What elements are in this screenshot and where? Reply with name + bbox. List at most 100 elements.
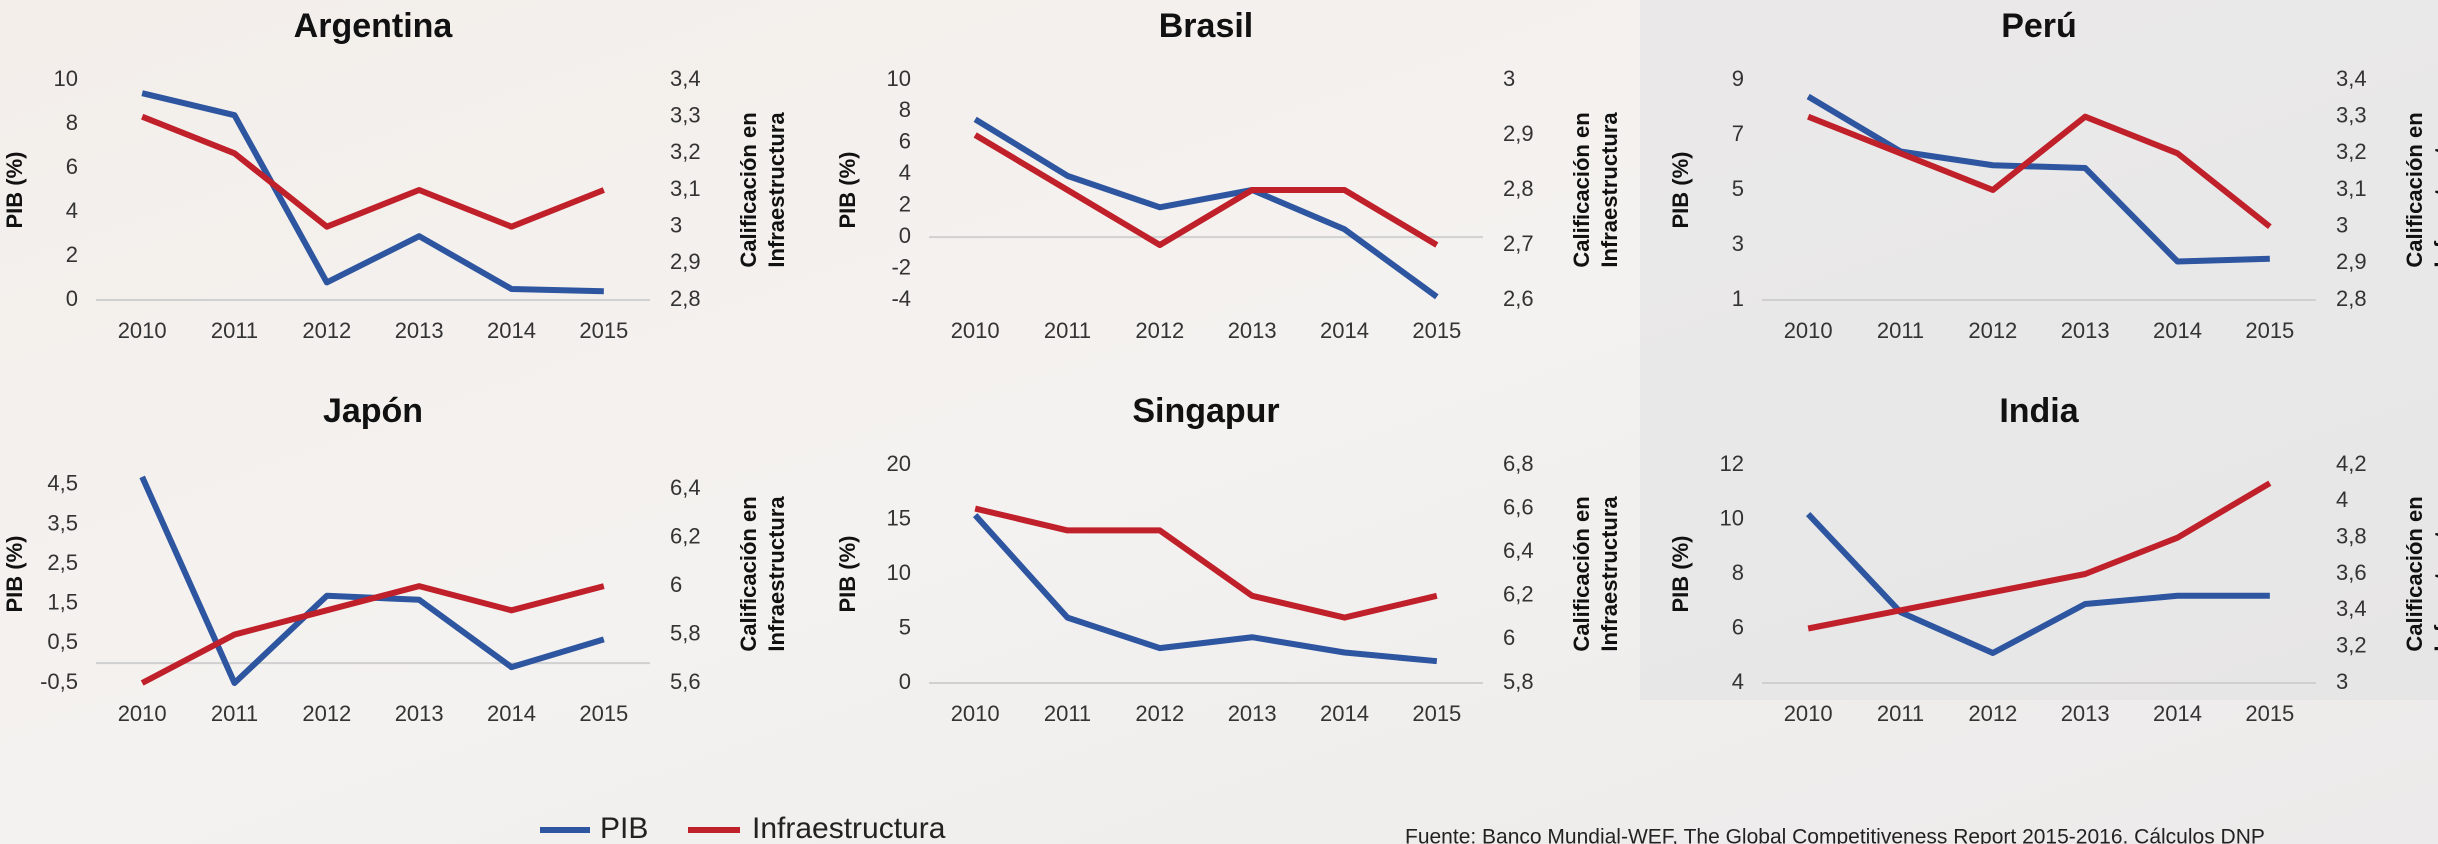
- y2-tick-label: 4,2: [2336, 451, 2367, 476]
- x-tick-label: 2010: [951, 701, 1000, 726]
- y2-axis-label: Calificación en: [2402, 496, 2427, 651]
- chart-title: India: [1999, 392, 2079, 430]
- background-shade: [1640, 0, 2438, 700]
- y-tick-label: 20: [887, 451, 911, 476]
- x-tick-label: 2010: [1784, 318, 1833, 343]
- y2-tick-label: 6: [670, 572, 682, 597]
- x-tick-label: 2012: [302, 701, 351, 726]
- y2-tick-label: 3: [2336, 669, 2348, 694]
- y2-axis-label: Infraestructura: [1597, 112, 1622, 268]
- y2-axis-label: Calificación en: [1569, 496, 1594, 651]
- x-tick-label: 2013: [2061, 318, 2110, 343]
- y-axis-label: PIB (%): [835, 536, 860, 613]
- x-tick-label: 2012: [1135, 701, 1184, 726]
- chart: PIB Infraestructura Fuente: Banco Mundia…: [0, 0, 2438, 844]
- y-tick-label: 9: [1732, 66, 1744, 91]
- source-note: Fuente: Banco Mundial-WEF, The Global Co…: [1405, 826, 2265, 844]
- x-tick-label: 2014: [1320, 318, 1369, 343]
- y2-tick-label: 2,9: [1503, 121, 1534, 146]
- y2-tick-label: 3,4: [2336, 596, 2367, 621]
- y-tick-label: 8: [66, 110, 78, 135]
- y2-tick-label: 3,3: [670, 102, 701, 127]
- y2-tick-label: 3: [2336, 212, 2348, 237]
- y2-axis-label: Infraestructura: [2430, 112, 2438, 268]
- y2-tick-label: 3,2: [2336, 139, 2367, 164]
- y2-tick-label: 6: [1503, 625, 1515, 650]
- y-tick-label: 4: [66, 198, 78, 223]
- y2-tick-label: 3,6: [2336, 560, 2367, 585]
- y-tick-label: 6: [66, 154, 78, 179]
- y2-tick-label: 2,7: [1503, 231, 1534, 256]
- x-tick-label: 2014: [487, 318, 536, 343]
- y-tick-label: 10: [54, 66, 78, 91]
- y2-tick-label: 3,3: [2336, 102, 2367, 127]
- x-tick-label: 2012: [302, 318, 351, 343]
- y-tick-label: 6: [1732, 614, 1744, 639]
- y2-tick-label: 5,6: [670, 669, 701, 694]
- x-tick-label: 2015: [579, 318, 628, 343]
- y-tick-label: 2: [66, 242, 78, 267]
- x-tick-label: 2010: [1784, 701, 1833, 726]
- y2-tick-label: 2,9: [2336, 249, 2367, 274]
- y-tick-label: 8: [899, 97, 911, 122]
- chart-title: Perú: [2001, 7, 2077, 45]
- x-tick-label: 2014: [2153, 701, 2202, 726]
- y2-axis-label: Calificación en: [736, 112, 761, 267]
- y-tick-label: -0,5: [40, 669, 78, 694]
- y-axis-label: PIB (%): [835, 152, 860, 229]
- y-tick-label: 0: [66, 286, 78, 311]
- x-tick-label: 2012: [1135, 318, 1184, 343]
- y-tick-label: 10: [1720, 505, 1744, 530]
- y2-tick-label: 2,6: [1503, 286, 1534, 311]
- x-tick-label: 2010: [951, 318, 1000, 343]
- y-tick-label: 5: [1732, 176, 1744, 201]
- y2-tick-label: 3,4: [670, 66, 701, 91]
- chart-title: Japón: [323, 392, 423, 430]
- x-tick-label: 2011: [1044, 318, 1091, 343]
- x-tick-label: 2011: [1044, 701, 1091, 726]
- x-tick-label: 2010: [118, 318, 167, 343]
- y2-tick-label: 3,4: [2336, 66, 2367, 91]
- x-tick-label: 2014: [487, 701, 536, 726]
- y-tick-label: 3,5: [47, 510, 78, 535]
- y2-tick-label: 6,4: [670, 475, 701, 500]
- x-tick-label: 2015: [1412, 318, 1461, 343]
- y-tick-label: 4: [1732, 669, 1744, 694]
- x-tick-label: 2011: [211, 701, 258, 726]
- y-axis-label: PIB (%): [2, 152, 27, 229]
- x-tick-label: 2015: [579, 701, 628, 726]
- y-tick-label: 2: [899, 192, 911, 217]
- x-tick-label: 2014: [1320, 701, 1369, 726]
- y-tick-label: 10: [887, 560, 911, 585]
- y-axis-label: PIB (%): [2, 536, 27, 613]
- x-tick-label: 2013: [1228, 701, 1277, 726]
- y2-tick-label: 6,2: [1503, 582, 1534, 607]
- y2-axis-label: Calificación en: [736, 496, 761, 651]
- y2-tick-label: 2,9: [670, 249, 701, 274]
- chart-title: Singapur: [1132, 392, 1279, 430]
- y-tick-label: 5: [899, 614, 911, 639]
- y-tick-label: 0: [899, 669, 911, 694]
- legend-label: Infraestructura: [752, 812, 946, 844]
- y-tick-label: 8: [1732, 560, 1744, 585]
- y-tick-label: 0: [899, 223, 911, 248]
- y2-tick-label: 4: [2336, 487, 2348, 512]
- y2-axis-label: Infraestructura: [2430, 496, 2438, 652]
- y-tick-label: 1,5: [47, 590, 78, 615]
- y2-tick-label: 6,4: [1503, 538, 1534, 563]
- y2-tick-label: 6,8: [1503, 451, 1534, 476]
- y-axis-label: PIB (%): [1668, 152, 1693, 229]
- y-tick-label: -2: [891, 254, 911, 279]
- x-tick-label: 2010: [118, 701, 167, 726]
- x-tick-label: 2015: [2245, 701, 2294, 726]
- y2-axis-label: Calificación en: [1569, 112, 1594, 267]
- y2-tick-label: 3,2: [670, 139, 701, 164]
- x-tick-label: 2011: [211, 318, 258, 343]
- y2-tick-label: 3: [670, 212, 682, 237]
- y-tick-label: -4: [891, 286, 911, 311]
- chart-title: Brasil: [1159, 7, 1254, 45]
- y2-tick-label: 6,6: [1503, 494, 1534, 519]
- y2-tick-label: 3,1: [2336, 176, 2367, 201]
- y-tick-label: 1: [1732, 286, 1744, 311]
- x-tick-label: 2013: [2061, 701, 2110, 726]
